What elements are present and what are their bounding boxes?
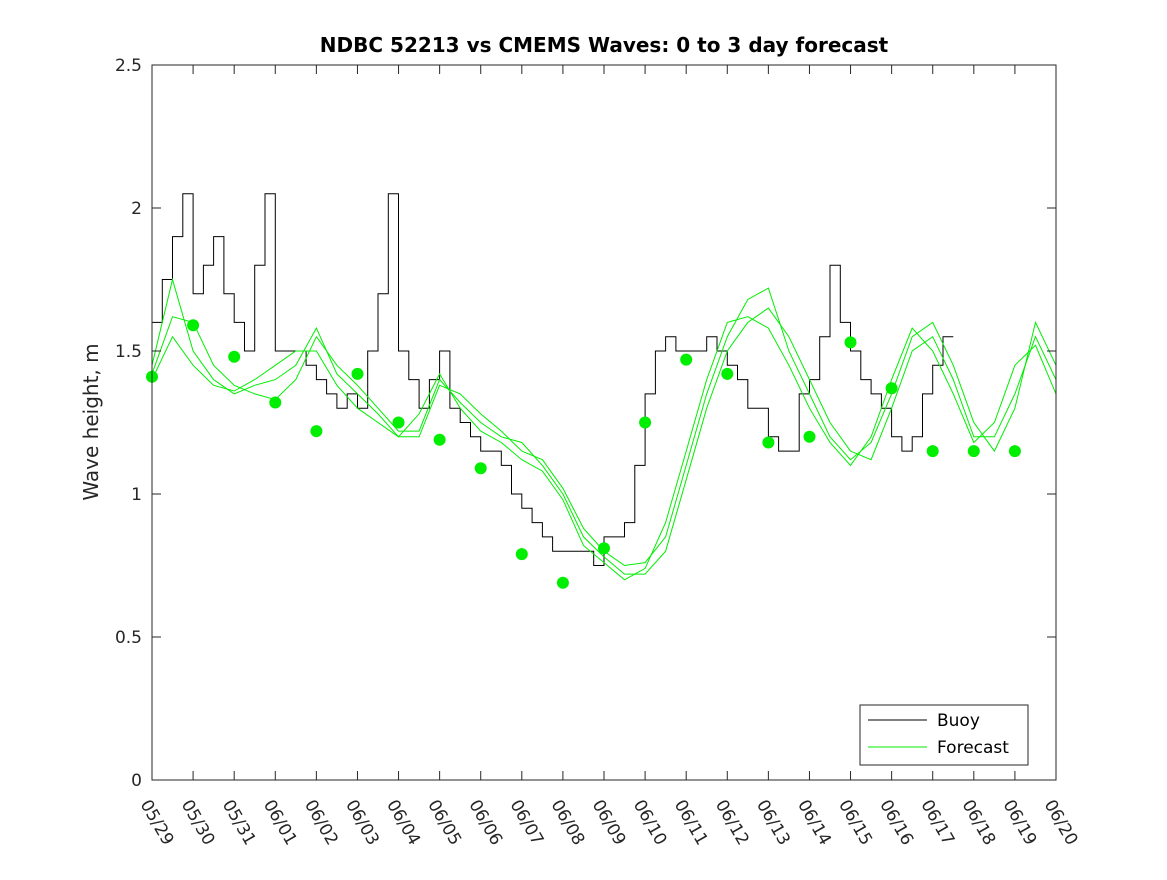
forecast-marker (1008, 445, 1021, 458)
legend-box (859, 704, 1029, 766)
legend-buoy-label: Buoy (937, 711, 980, 731)
y-tick-label: 2.5 (115, 56, 142, 76)
forecast-marker (515, 548, 528, 561)
forecast-marker (433, 433, 446, 446)
forecast-marker (885, 382, 898, 395)
forecast-marker (721, 367, 734, 380)
forecast-series-line-1 (151, 307, 1057, 575)
forecast-marker (474, 462, 487, 475)
y-axis-label: Wave height, m (79, 343, 103, 500)
y-tick-label: 0.5 (115, 628, 142, 648)
forecast-series-line-3 (151, 316, 1057, 581)
y-tick-label: 2 (131, 199, 142, 219)
y-tick-label: 1 (131, 485, 142, 505)
forecast-marker (803, 430, 816, 443)
forecast-marker (269, 396, 282, 409)
chart-title: NDBC 52213 vs CMEMS Waves: 0 to 3 day fo… (320, 33, 889, 57)
forecast-marker (639, 416, 652, 429)
forecast-marker (598, 542, 610, 555)
forecast-marker (967, 445, 980, 458)
y-tick-label: 0 (131, 771, 142, 791)
forecast-marker (228, 350, 241, 363)
forecast-marker (351, 367, 364, 380)
forecast-marker (926, 445, 939, 458)
forecast-marker (844, 336, 857, 349)
buoy-series-line (152, 193, 954, 566)
forecast-marker (187, 319, 200, 332)
forecast-marker (392, 416, 405, 429)
legend-forecast-label: Forecast (937, 738, 1009, 758)
legend: Buoy Forecast (859, 704, 1029, 766)
forecast-marker (762, 436, 775, 449)
y-tick-label: 1.5 (115, 342, 142, 362)
forecast-marker (556, 576, 569, 589)
forecast-marker (310, 425, 323, 438)
forecast-marker (680, 353, 693, 366)
plot-area (146, 193, 1057, 589)
